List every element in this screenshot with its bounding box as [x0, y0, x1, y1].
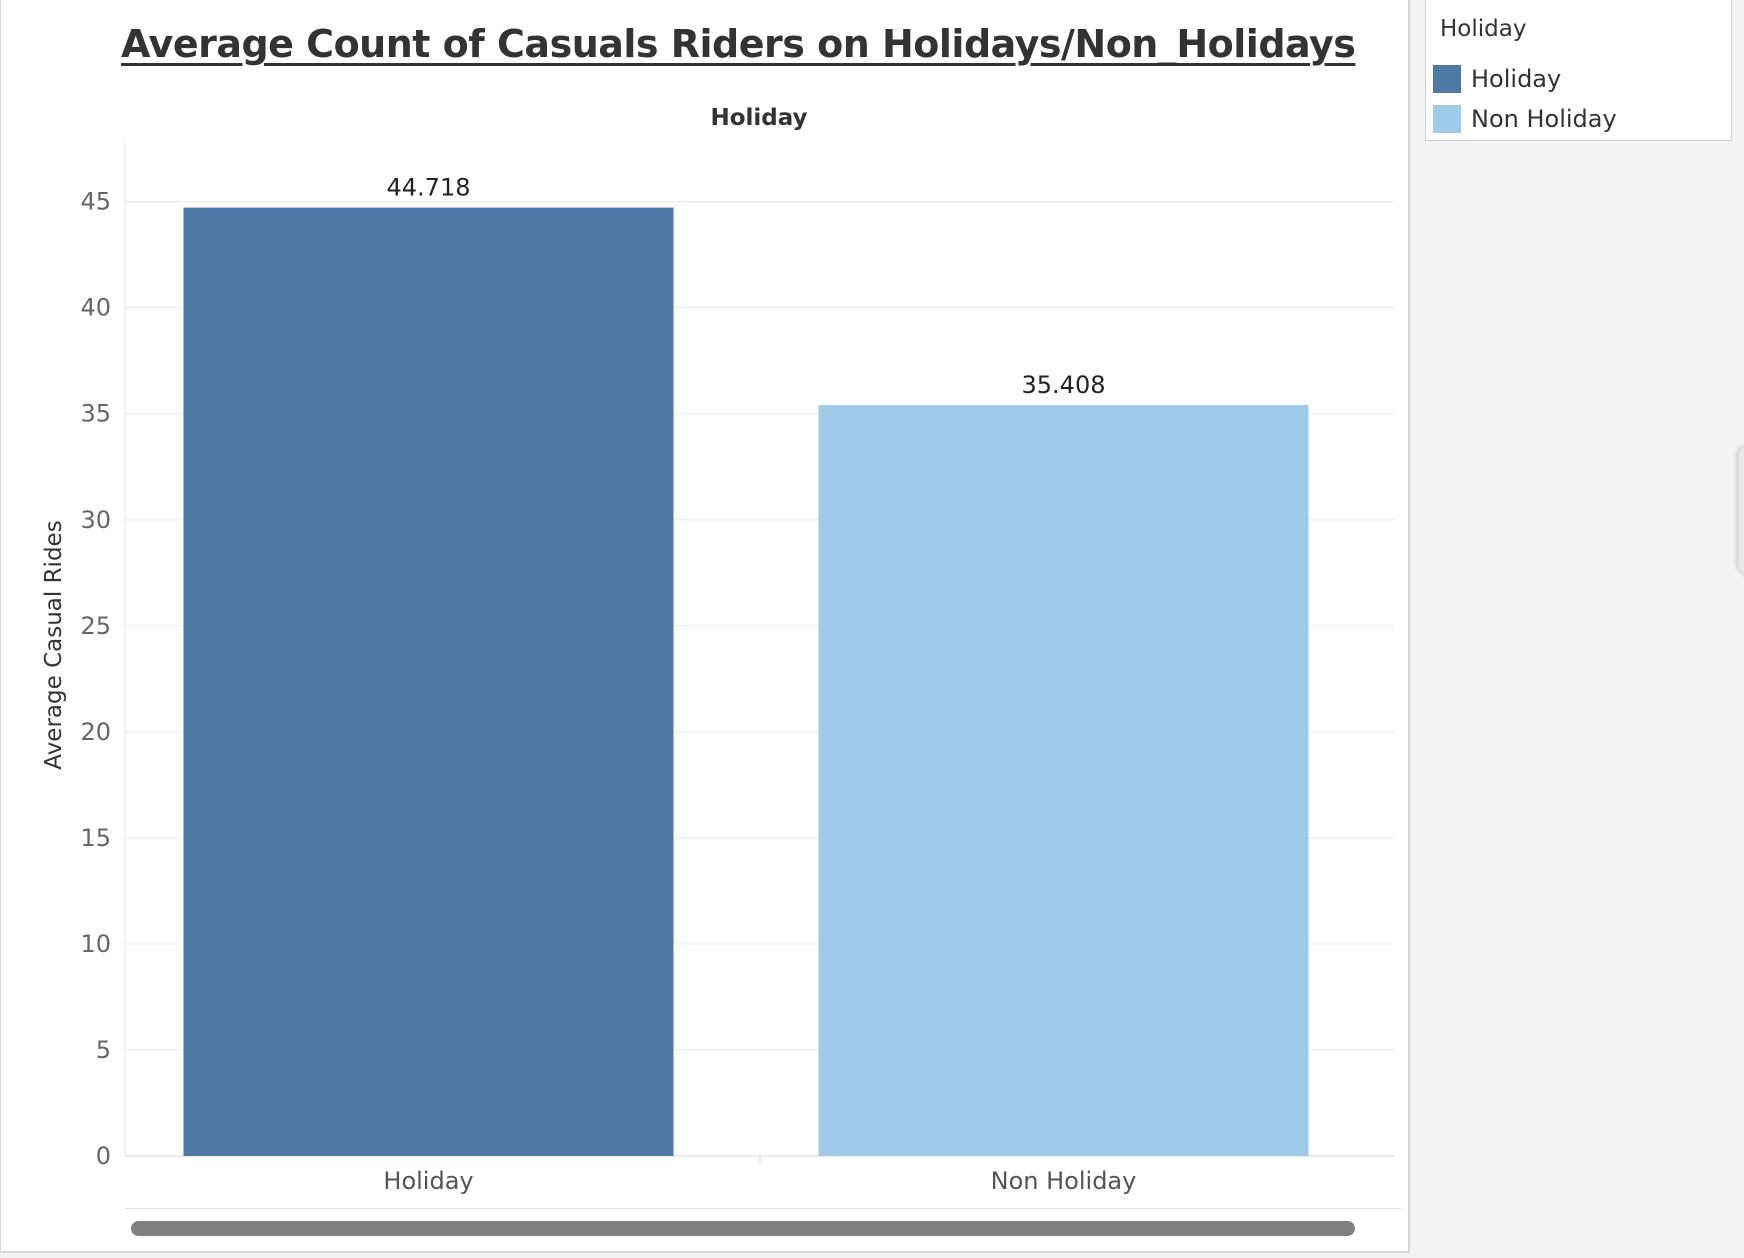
y-tick-label: 25	[80, 612, 111, 640]
x-tick-label: Holiday	[383, 1167, 473, 1195]
side-panel-tab[interactable]	[1738, 445, 1744, 575]
y-tick-label: 5	[96, 1036, 111, 1064]
legend-swatch	[1433, 65, 1461, 93]
chart-panel: Average Count of Casuals Riders on Holid…	[0, 0, 1410, 1253]
y-tick-label: 0	[96, 1142, 111, 1170]
x-tick-label: Non Holiday	[991, 1167, 1137, 1195]
y-tick-label: 30	[80, 506, 111, 534]
legend-label: Non Holiday	[1471, 105, 1617, 133]
data-label: 35.408	[1022, 371, 1106, 399]
data-label: 44.718	[387, 174, 471, 202]
scrollbar-thumb[interactable]	[131, 1221, 1355, 1236]
legend-label: Holiday	[1471, 65, 1562, 93]
y-tick-label: 10	[80, 930, 111, 958]
legend-swatch	[1433, 105, 1461, 133]
column-header: Holiday	[710, 105, 807, 131]
horizontal-scrollbar[interactable]	[125, 1208, 1401, 1238]
legend: Holiday Holiday Non Holiday	[1425, 0, 1732, 141]
legend-item-non-holiday[interactable]: Non Holiday	[1433, 104, 1617, 134]
y-tick-label: 45	[80, 188, 111, 216]
legend-title: Holiday	[1440, 16, 1527, 42]
bar-non-holiday[interactable]	[818, 405, 1309, 1157]
y-tick-label: 40	[80, 294, 111, 322]
y-axis-title: Average Casual Rides	[41, 520, 67, 769]
legend-item-holiday[interactable]: Holiday	[1433, 64, 1561, 94]
bar-holiday[interactable]	[183, 207, 674, 1157]
bar-chart: Holiday Average Casual Rides 44.718 35.40…	[41, 105, 1395, 1195]
y-tick-label: 20	[80, 718, 111, 746]
chart-title: Average Count of Casuals Riders on Holid…	[121, 22, 1356, 66]
y-tick-label: 35	[80, 400, 111, 428]
y-tick-label: 15	[80, 824, 111, 852]
